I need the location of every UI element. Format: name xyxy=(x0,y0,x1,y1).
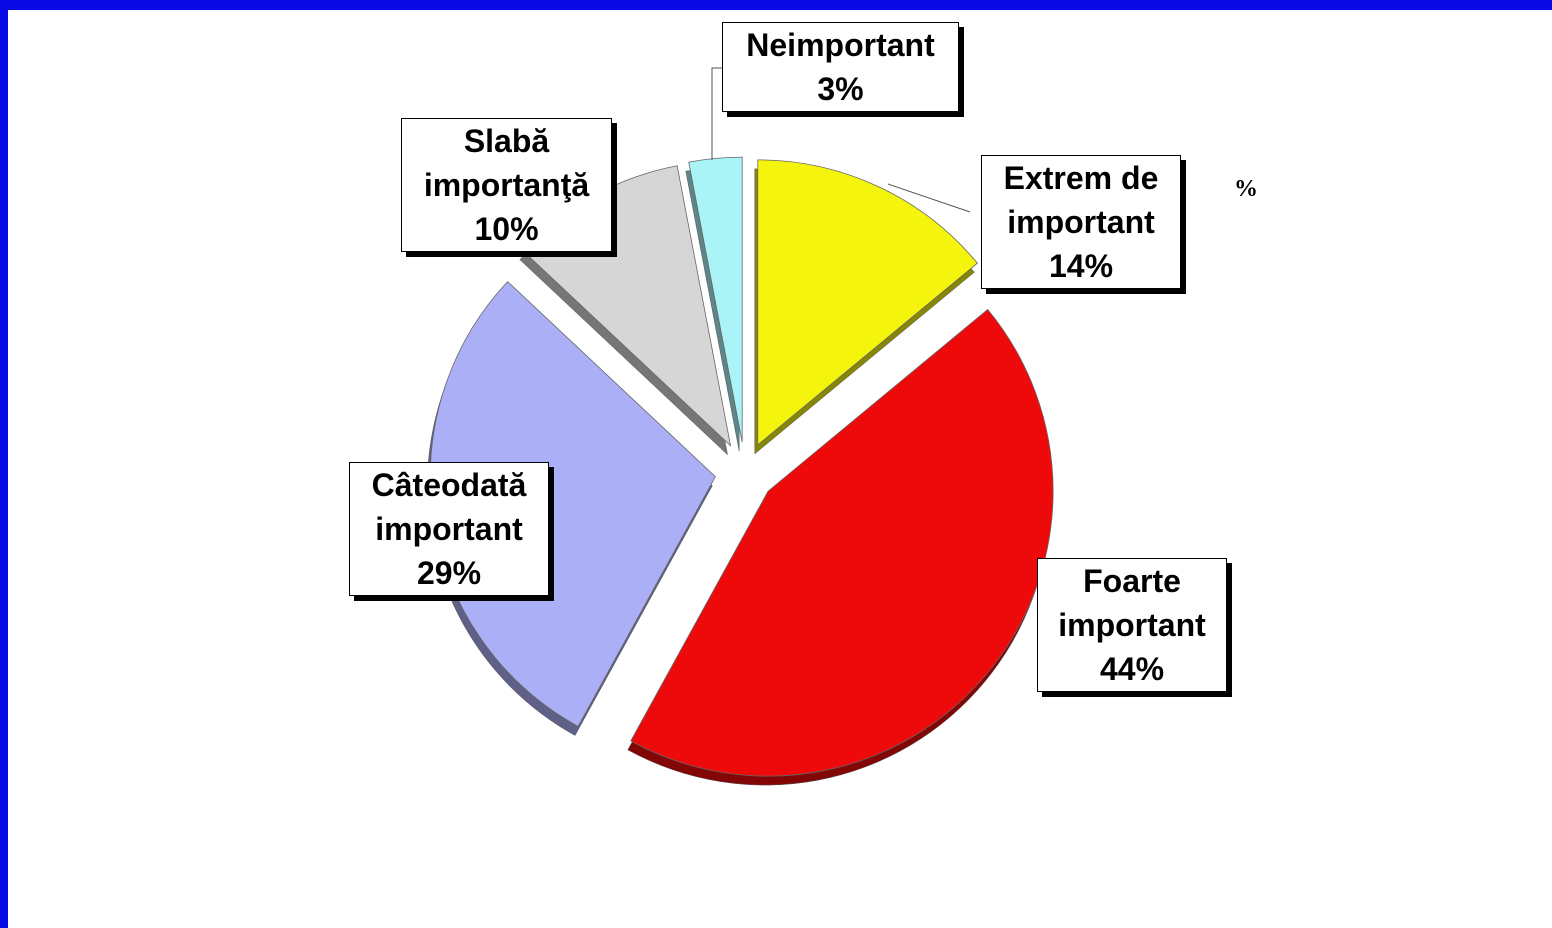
data-label: Foarte important 44% xyxy=(1037,558,1227,692)
slide: % Extrem de important 14% Foarte important… xyxy=(8,10,1552,928)
label-category: Neimportant xyxy=(746,27,935,63)
chart xyxy=(427,67,1054,786)
leader-line xyxy=(887,183,971,213)
slice xyxy=(757,159,978,446)
data-label: Câteodată important 29% xyxy=(349,462,549,596)
label-value: 3% xyxy=(817,71,864,107)
data-label: Slabă importanţă 10% xyxy=(401,118,612,252)
label-category: Câteodată important xyxy=(371,467,527,547)
label-category: Foarte important xyxy=(1058,563,1206,643)
data-label: Neimportant 3% xyxy=(722,22,959,112)
label-category: Slabă importanţă xyxy=(423,123,590,203)
label-value: 44% xyxy=(1099,651,1165,687)
annotation: % xyxy=(1234,176,1258,202)
leader-line xyxy=(711,67,722,160)
data-label: Extrem de important 14% xyxy=(981,155,1181,289)
label-value: 29% xyxy=(416,555,482,591)
label-value: 10% xyxy=(474,211,539,247)
slice xyxy=(688,156,743,443)
label-value: 14% xyxy=(1048,248,1114,284)
slice xyxy=(630,308,1054,777)
label-category: Extrem de important xyxy=(1003,160,1159,240)
